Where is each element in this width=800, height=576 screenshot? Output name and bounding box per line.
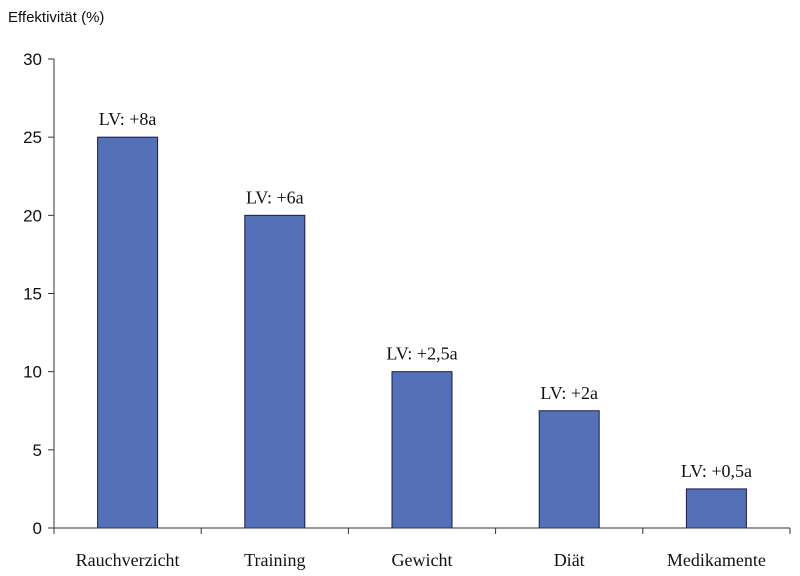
x-category-label: Medikamente (667, 550, 766, 570)
x-category-label: Training (244, 550, 305, 570)
y-tick-label: 0 (33, 519, 42, 538)
bar-4 (685, 488, 747, 529)
y-tick-label: 30 (23, 50, 42, 69)
bar-1 (244, 214, 306, 529)
y-tick-label: 10 (23, 363, 42, 382)
data-label: LV: +2,5a (386, 344, 457, 364)
x-category-label: Diät (554, 550, 585, 570)
y-tick-label: 20 (23, 206, 42, 225)
y-tick-label: 15 (23, 285, 42, 304)
y-tick-label: 25 (23, 128, 42, 147)
data-label: LV: +6a (246, 187, 304, 207)
x-category-label: Rauchverzicht (76, 550, 180, 570)
data-label: LV: +2a (540, 383, 598, 403)
data-label: LV: +8a (99, 109, 157, 129)
y-tick-label: 5 (33, 441, 42, 460)
x-category-label: Gewicht (392, 550, 453, 570)
bar-3 (538, 410, 600, 529)
y-axis-label: Effektivität (%) (8, 9, 104, 26)
data-label: LV: +0,5a (681, 461, 752, 481)
bar-0 (97, 136, 159, 529)
bar-2 (391, 371, 453, 529)
